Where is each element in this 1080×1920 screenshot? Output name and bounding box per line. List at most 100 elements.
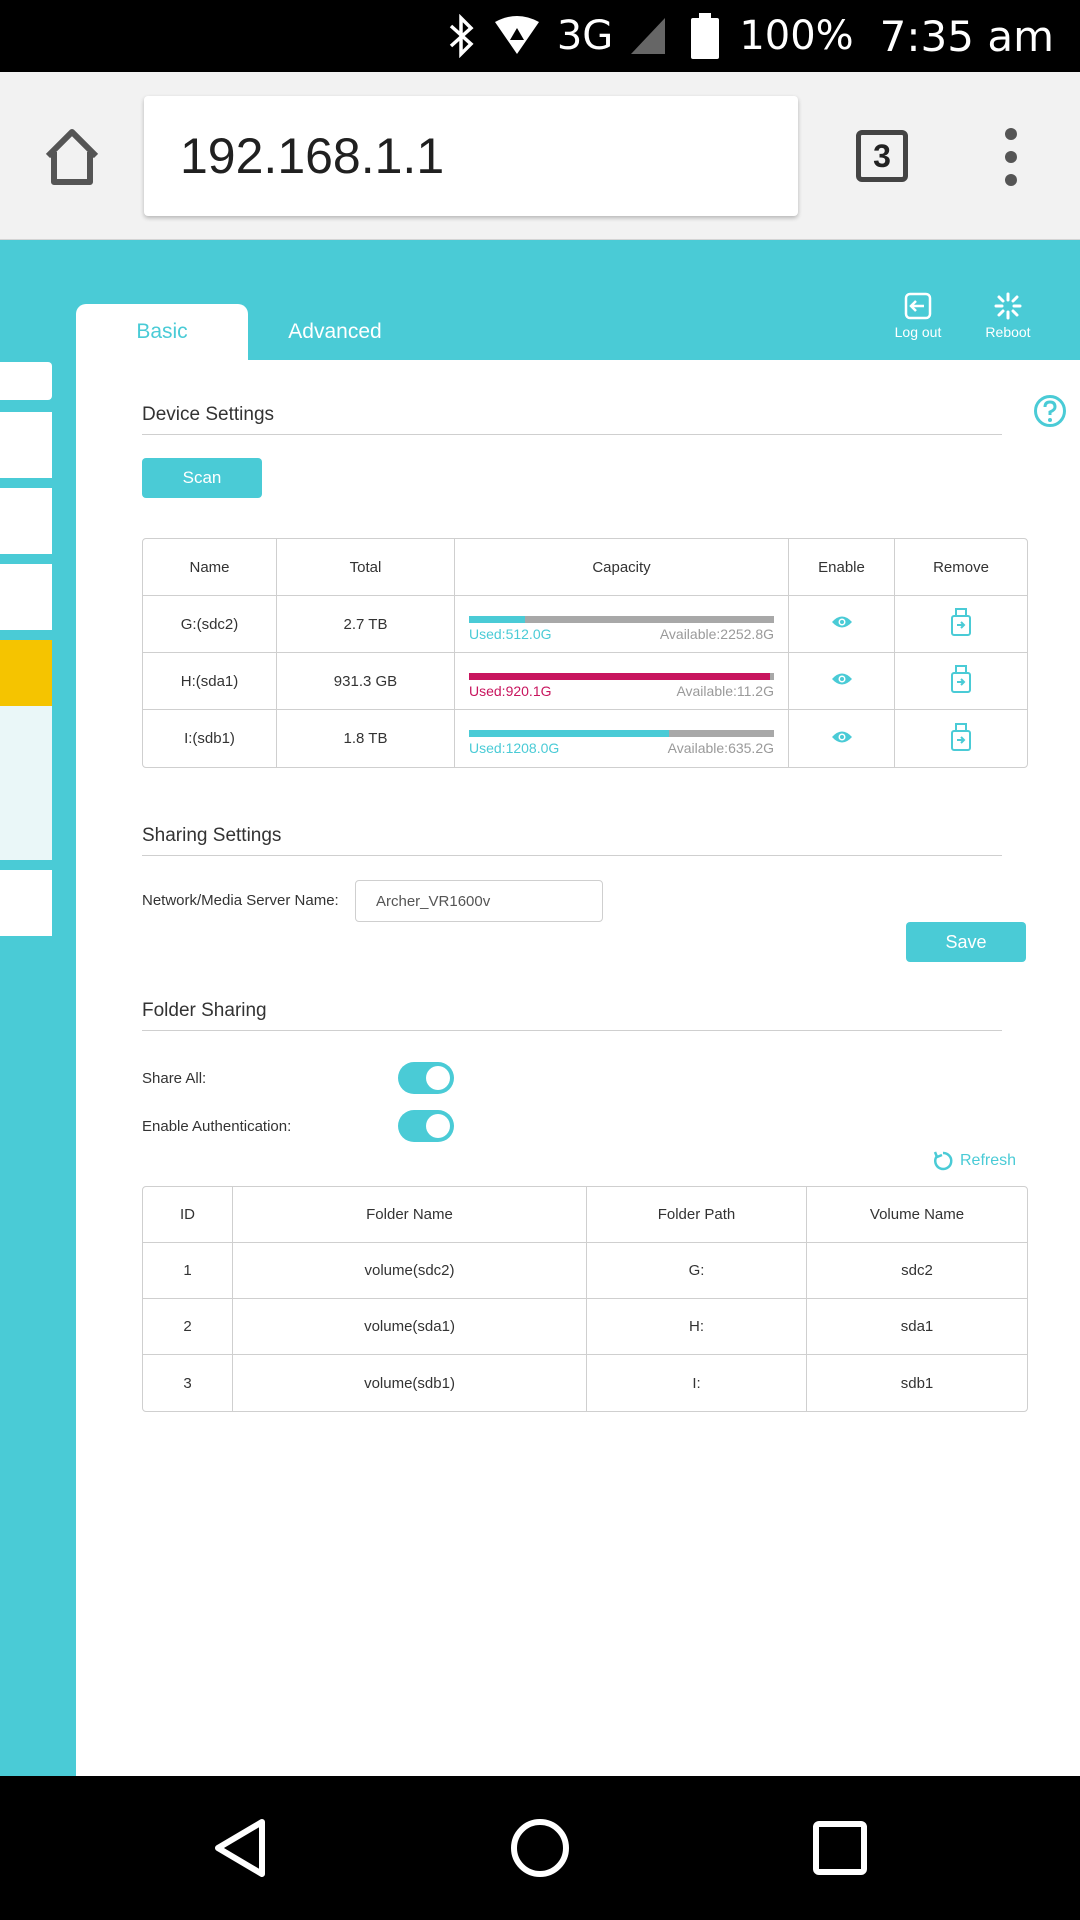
recents-icon[interactable]	[812, 1816, 868, 1885]
signal-icon	[629, 16, 667, 56]
sharing-settings-title: Sharing Settings	[142, 825, 1002, 856]
browser-toolbar: 192.168.1.1 3	[0, 72, 1080, 240]
remove-cell	[895, 710, 1027, 767]
overflow-menu-icon[interactable]	[1000, 128, 1022, 186]
clock: 7:35 am	[879, 11, 1054, 61]
column-header: Volume Name	[807, 1187, 1027, 1243]
folder-id: 3	[143, 1355, 233, 1411]
scan-button[interactable]: Scan	[142, 458, 262, 498]
folder-path: G:	[587, 1243, 807, 1299]
tab-switcher-button[interactable]: 3	[856, 130, 908, 182]
device-name: H:(sda1)	[143, 653, 277, 710]
available-text: Available:635.2G	[667, 740, 774, 756]
refresh-icon	[933, 1151, 953, 1171]
tab-count: 3	[873, 137, 891, 174]
home-icon[interactable]	[40, 126, 104, 190]
enable-auth-toggle[interactable]	[398, 1110, 454, 1142]
battery-percent: 100%	[739, 13, 854, 59]
remove-cell	[895, 596, 1027, 653]
share-all-toggle[interactable]	[398, 1062, 454, 1094]
used-text: Used:512.0G	[469, 626, 552, 642]
bluetooth-icon	[447, 14, 477, 58]
column-header: Total	[277, 539, 455, 596]
device-table: Name Total Capacity Enable Remove G:(sdc…	[142, 538, 1028, 768]
home-circle-icon[interactable]	[508, 1816, 572, 1885]
refresh-label: Refresh	[960, 1152, 1017, 1169]
usb-eject-icon[interactable]	[951, 665, 971, 697]
logout-button[interactable]: Log out	[878, 292, 958, 348]
folder-path: H:	[587, 1299, 807, 1355]
tab-advanced[interactable]: Advanced	[288, 320, 382, 343]
wifi-icon	[493, 16, 541, 56]
content-panel: Device Settings Scan Name Total Capacity…	[76, 360, 1080, 1776]
device-total: 1.8 TB	[277, 710, 455, 767]
folder-path: I:	[587, 1355, 807, 1411]
eye-icon[interactable]	[831, 616, 853, 633]
folder-name: volume(sdb1)	[233, 1355, 587, 1411]
sidebar-item[interactable]	[0, 412, 52, 478]
server-name-value: Archer_VR1600v	[376, 892, 491, 910]
device-settings-title: Device Settings	[142, 404, 1002, 435]
table-row: 1 volume(sdc2) G: sdc2	[143, 1243, 1027, 1299]
reboot-icon	[994, 292, 1022, 320]
system-nav-bar	[0, 1776, 1080, 1920]
available-text: Available:11.2G	[676, 683, 774, 699]
usb-eject-icon[interactable]	[951, 722, 971, 755]
sidebar-item[interactable]	[0, 564, 52, 630]
capacity-cell: Used:512.0G Available:2252.8G	[455, 596, 789, 653]
logout-icon	[904, 292, 932, 320]
status-bar: 3G 100% 7:35 am	[0, 0, 1080, 72]
reboot-button[interactable]: Reboot	[968, 292, 1048, 348]
folder-name: volume(sdc2)	[233, 1243, 587, 1299]
sidebar-item[interactable]	[0, 488, 52, 554]
server-name-input[interactable]: Archer_VR1600v	[355, 880, 603, 922]
used-text: Used:1208.0G	[469, 740, 560, 756]
folder-sharing-title: Folder Sharing	[142, 1000, 1002, 1031]
refresh-button[interactable]: Refresh	[932, 1150, 1016, 1172]
folder-id: 1	[143, 1243, 233, 1299]
capacity-bar	[469, 616, 774, 623]
volume-name: sdb1	[900, 1374, 934, 1392]
column-header: Folder Name	[233, 1187, 587, 1243]
eye-icon[interactable]	[831, 673, 853, 690]
sidebar-item[interactable]	[0, 362, 52, 400]
reboot-label: Reboot	[985, 324, 1031, 340]
folder-name: volume(sda1)	[233, 1299, 587, 1355]
available-text: Available:2252.8G	[659, 626, 774, 642]
table-row: I:(sdb1) 1.8 TB Used:1208.0G Available:6…	[143, 710, 1027, 767]
share-all-label: Share All:	[142, 1070, 207, 1087]
url-bar[interactable]: 192.168.1.1	[144, 96, 798, 216]
column-header: Name	[143, 539, 277, 596]
column-header: Capacity	[455, 539, 789, 596]
column-header: ID	[143, 1187, 233, 1243]
save-button[interactable]: Save	[906, 922, 1026, 962]
sidebar-item-active[interactable]	[0, 640, 52, 706]
battery-icon	[691, 13, 720, 59]
logout-label: Log out	[894, 324, 942, 340]
volume-name: sdc2	[807, 1243, 1027, 1299]
device-total: 2.7 TB	[277, 596, 455, 653]
table-row: H:(sda1) 931.3 GB Used:920.1G Available:…	[143, 653, 1027, 710]
device-total: 931.3 GB	[277, 653, 455, 710]
usb-eject-icon[interactable]	[951, 608, 971, 640]
tab-basic[interactable]: Basic	[76, 304, 248, 360]
used-text: Used:920.1G	[469, 683, 552, 699]
sidebar-submenu	[0, 706, 52, 860]
help-icon[interactable]	[1033, 394, 1067, 433]
capacity-bar	[469, 730, 774, 737]
table-row: G:(sdc2) 2.7 TB Used:512.0G Available:22…	[143, 596, 1027, 653]
enable-cell	[789, 710, 895, 767]
enable-cell	[789, 596, 895, 653]
router-app: Basic Advanced Log out Reboot Device Set…	[0, 240, 1080, 1776]
server-name-label: Network/Media Server Name:	[142, 892, 339, 909]
url-text: 192.168.1.1	[180, 128, 445, 184]
device-name: I:(sdb1)	[143, 710, 277, 767]
column-header: Enable	[789, 539, 895, 596]
network-type: 3G	[556, 13, 614, 59]
eye-icon[interactable]	[831, 731, 853, 748]
capacity-cell: Used:920.1G Available:11.2G	[455, 653, 789, 710]
back-icon[interactable]	[210, 1816, 270, 1885]
folder-table: ID Folder Name Folder Path Volume Name 1…	[142, 1186, 1028, 1412]
remove-cell	[895, 653, 1027, 710]
sidebar-item[interactable]	[0, 870, 52, 936]
